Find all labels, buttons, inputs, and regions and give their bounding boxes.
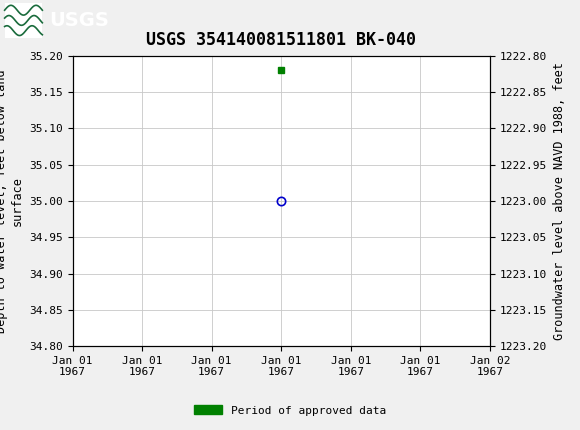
FancyBboxPatch shape [5, 3, 42, 37]
Title: USGS 354140081511801 BK-040: USGS 354140081511801 BK-040 [146, 31, 416, 49]
Y-axis label: Groundwater level above NAVD 1988, feet: Groundwater level above NAVD 1988, feet [553, 62, 566, 340]
Legend: Period of approved data: Period of approved data [190, 401, 390, 420]
Y-axis label: Depth to water level, feet below land
surface: Depth to water level, feet below land su… [0, 69, 23, 333]
Text: USGS: USGS [49, 11, 109, 30]
